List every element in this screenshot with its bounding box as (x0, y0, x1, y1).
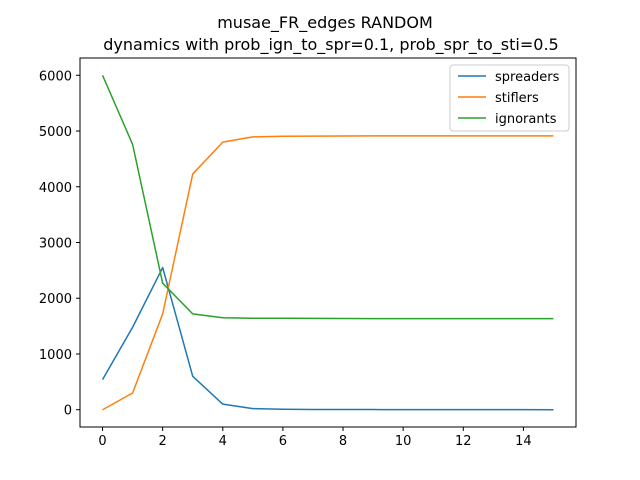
y-tick-label: 3000 (39, 237, 72, 252)
x-tick-label: 8 (339, 434, 347, 449)
x-tick-label: 6 (279, 434, 287, 449)
series-line-spreaders (101, 266, 554, 411)
legend-label-spreaders: spreaders (495, 70, 560, 85)
x-tick-label: 12 (455, 434, 472, 449)
ticks-layer: 0 2 4 6 8 10 12 14 0 1000 2000 3000 4000 5000 6000 (39, 69, 532, 449)
chart-title-line2: dynamics with prob_ign_to_spr=0.1, prob_… (103, 35, 558, 55)
series-line-ignorants (101, 74, 554, 320)
y-tick-label: 0 (64, 404, 72, 419)
y-tick-label: 1000 (39, 348, 72, 363)
x-tick-label: 4 (219, 434, 227, 449)
series-line-stiflers (102, 135, 554, 411)
x-tick-label: 14 (515, 434, 532, 449)
y-tick-label: 2000 (39, 292, 72, 307)
x-tick-label: 0 (98, 434, 106, 449)
series-layer (101, 74, 554, 411)
y-tick-label: 5000 (39, 125, 72, 140)
legend-label-ignorants: ignorants (495, 112, 557, 127)
legend: spreaders stiflers ignorants (449, 64, 570, 132)
y-tick-label: 4000 (39, 181, 72, 196)
x-tick-label: 10 (395, 434, 412, 449)
y-tick-label: 6000 (39, 69, 72, 84)
chart-title-line1: musae_FR_edges RANDOM (217, 13, 433, 33)
x-tick-label: 2 (159, 434, 167, 449)
legend-box (449, 64, 570, 132)
legend-label-stiflers: stiflers (495, 91, 539, 106)
